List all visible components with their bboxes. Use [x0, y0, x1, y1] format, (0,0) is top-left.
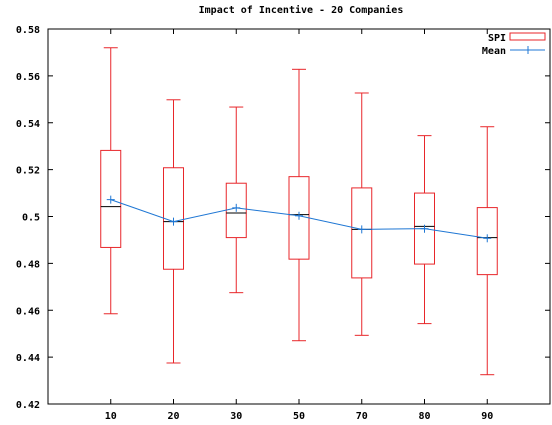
plot-area: 0.42 0.44 0.46 0.48 0.5 0.52 0.54 0.56 0.58 10 20 3… [16, 25, 551, 422]
y-tick-label: 0.5 [22, 213, 40, 224]
box-body [351, 187, 373, 279]
x-tick-label: 30 [230, 411, 242, 422]
x-tick-label: 90 [481, 411, 493, 422]
legend: SPI Mean [482, 32, 546, 57]
y-tick-label: 0.54 [16, 119, 40, 130]
x-tick-label: 20 [167, 411, 179, 422]
y-tick-label: 0.48 [16, 259, 40, 270]
y-tick-label: 0.52 [16, 166, 40, 177]
x-tick-label: 70 [356, 411, 368, 422]
chart-title: Impact of Incentive - 20 Companies [199, 4, 404, 16]
legend-label-spi: SPI [488, 33, 506, 44]
legend-label-mean: Mean [482, 46, 506, 57]
legend-swatch-spi [509, 32, 546, 41]
y-tick-label: 0.42 [16, 400, 40, 411]
y-tick-label: 0.58 [16, 25, 40, 36]
y-tick-label: 0.56 [16, 72, 40, 83]
y-tick-label: 0.44 [16, 353, 40, 364]
box-body [100, 149, 122, 248]
box-body [476, 207, 498, 276]
x-tick-label: 10 [105, 411, 117, 422]
x-tick-label: 50 [293, 411, 305, 422]
x-tick-label: 80 [418, 411, 430, 422]
y-tick-label: 0.46 [16, 306, 40, 317]
